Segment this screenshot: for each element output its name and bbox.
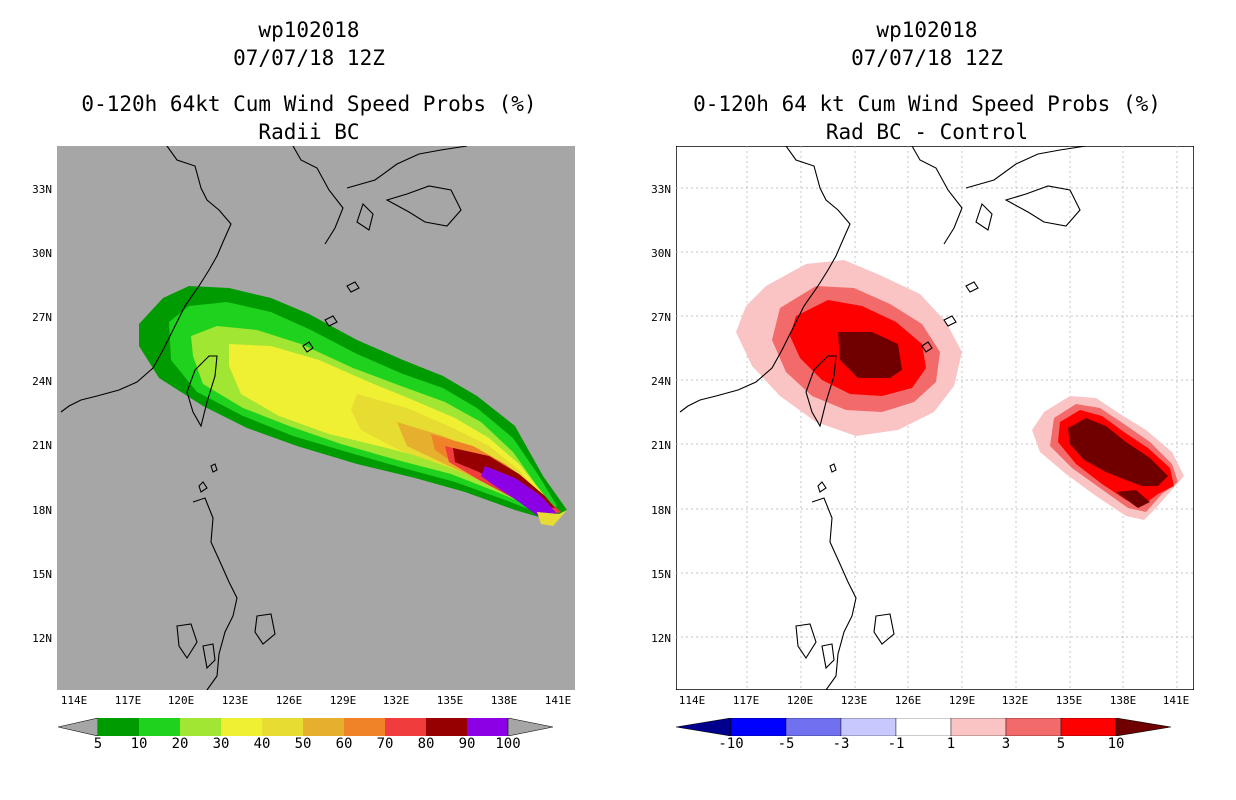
product-subtitle: Rad BC - Control [825, 120, 1029, 144]
lat-label-30n: 30N [32, 247, 52, 260]
lat-label-24n: 24N [651, 375, 671, 388]
lat-label-15n: 15N [651, 568, 671, 581]
colorbar-label: -3 [832, 736, 850, 752]
colorbar-label: 3 [1001, 736, 1011, 752]
difference-map [676, 146, 1194, 690]
coastlines [679, 146, 1087, 690]
colorbar-label: -5 [777, 736, 795, 752]
lon-label-138e: 138E [1109, 694, 1137, 707]
lon-label-129e: 129E [329, 694, 357, 707]
product-title: 0-120h 64 kt Cum Wind Speed Probs (%) [693, 92, 1161, 116]
right-panel: wp102018 07/07/18 12Z 0-120h 64 kt Cum W… [618, 0, 1236, 800]
lon-label-138e: 138E [490, 694, 518, 707]
colorbar-label: 60 [335, 736, 353, 752]
lon-label-135e: 135E [1055, 694, 1083, 707]
colorbar-bin [426, 718, 467, 736]
colorbar-bin [1060, 718, 1117, 736]
lon-label-114e: 114E [60, 694, 88, 707]
product-subtitle: Radii BC [258, 120, 360, 144]
colorbar-bin [895, 718, 952, 736]
lon-label-141e: 141E [1162, 694, 1190, 707]
storm-id: wp102018 [876, 18, 978, 42]
lon-label-132e: 132E [382, 694, 410, 707]
lon-label-117e: 117E [732, 694, 760, 707]
colorbar-label: 5 [1056, 736, 1066, 752]
diff-10-west [838, 332, 902, 378]
colorbar-label: 40 [253, 736, 271, 752]
lat-label-18n: 18N [32, 504, 52, 517]
lon-label-117e: 117E [114, 694, 142, 707]
colorbar-label: 20 [171, 736, 189, 752]
colorbar-bin [344, 718, 385, 736]
colorbar-label: 1 [946, 736, 956, 752]
colorbar-label: 5 [93, 736, 103, 752]
difference-map-svg [676, 146, 1194, 690]
lon-label-141e: 141E [544, 694, 572, 707]
colorbar-bin [730, 718, 787, 736]
colorbar-bin [221, 718, 262, 736]
colorbar-bin [1005, 718, 1062, 736]
colorbar-bin [262, 718, 303, 736]
lon-label-120e: 120E [167, 694, 195, 707]
colorbar-bin [98, 718, 139, 736]
colorbar-bin [385, 718, 426, 736]
colorbar-label: 80 [417, 736, 435, 752]
colorbar-label: 10 [130, 736, 148, 752]
colorbar-left-arrow [58, 718, 99, 736]
init-time: 07/07/18 12Z [233, 46, 385, 70]
lat-label-12n: 12N [651, 632, 671, 645]
colorbar-bin [467, 718, 508, 736]
colorbar-label: 70 [376, 736, 394, 752]
colorbar-bin [785, 718, 842, 736]
colorbar-right-arrow [507, 718, 554, 736]
colorbar-bin [950, 718, 1007, 736]
colorbar-label: 100 [495, 736, 521, 752]
product-title: 0-120h 64kt Cum Wind Speed Probs (%) [81, 92, 537, 116]
lat-label-27n: 27N [32, 311, 52, 324]
colorbar-label: 50 [294, 736, 312, 752]
lon-label-120e: 120E [786, 694, 814, 707]
colorbar-bin [139, 718, 180, 736]
lat-label-12n: 12N [32, 632, 52, 645]
lon-label-126e: 126E [275, 694, 303, 707]
lon-label-135e: 135E [436, 694, 464, 707]
diff-10-east [1068, 418, 1168, 486]
colorbar-bin [180, 718, 221, 736]
difference-colorbar-svg [676, 718, 1172, 736]
lon-label-114e: 114E [678, 694, 706, 707]
colorbar-label: -1 [887, 736, 905, 752]
track-edge [537, 510, 567, 526]
lon-label-123e: 123E [840, 694, 868, 707]
colorbar-bin [840, 718, 897, 736]
lon-label-126e: 126E [894, 694, 922, 707]
coastlines [60, 146, 468, 690]
lon-label-123e: 123E [221, 694, 249, 707]
colorbar-label: -10 [718, 736, 744, 752]
colorbar-label: 30 [212, 736, 230, 752]
lat-label-15n: 15N [32, 568, 52, 581]
colorbar-bin [303, 718, 344, 736]
init-time: 07/07/18 12Z [851, 46, 1003, 70]
colorbar-right-arrow [1115, 718, 1172, 736]
lat-label-27n: 27N [651, 311, 671, 324]
lat-label-21n: 21N [651, 439, 671, 452]
prob-90-100 [481, 466, 559, 520]
probability-map-svg [57, 146, 575, 690]
diff-10-east-tail [1116, 490, 1150, 508]
lat-label-24n: 24N [32, 375, 52, 388]
left-panel: wp102018 07/07/18 12Z 0-120h 64kt Cum Wi… [32, 18, 575, 752]
lat-label-21n: 21N [32, 439, 52, 452]
lat-label-33n: 33N [651, 183, 671, 196]
probability-colorbar-svg [58, 718, 554, 736]
lon-label-132e: 132E [1001, 694, 1029, 707]
colorbar-left-arrow [676, 718, 732, 736]
lon-label-129e: 129E [948, 694, 976, 707]
colorbar-label: 10 [1107, 736, 1125, 752]
lat-label-30n: 30N [651, 247, 671, 260]
probability-map [57, 146, 575, 690]
storm-id: wp102018 [258, 18, 360, 42]
colorbar-label: 90 [458, 736, 476, 752]
lat-label-33n: 33N [32, 183, 52, 196]
lat-label-18n: 18N [651, 504, 671, 517]
